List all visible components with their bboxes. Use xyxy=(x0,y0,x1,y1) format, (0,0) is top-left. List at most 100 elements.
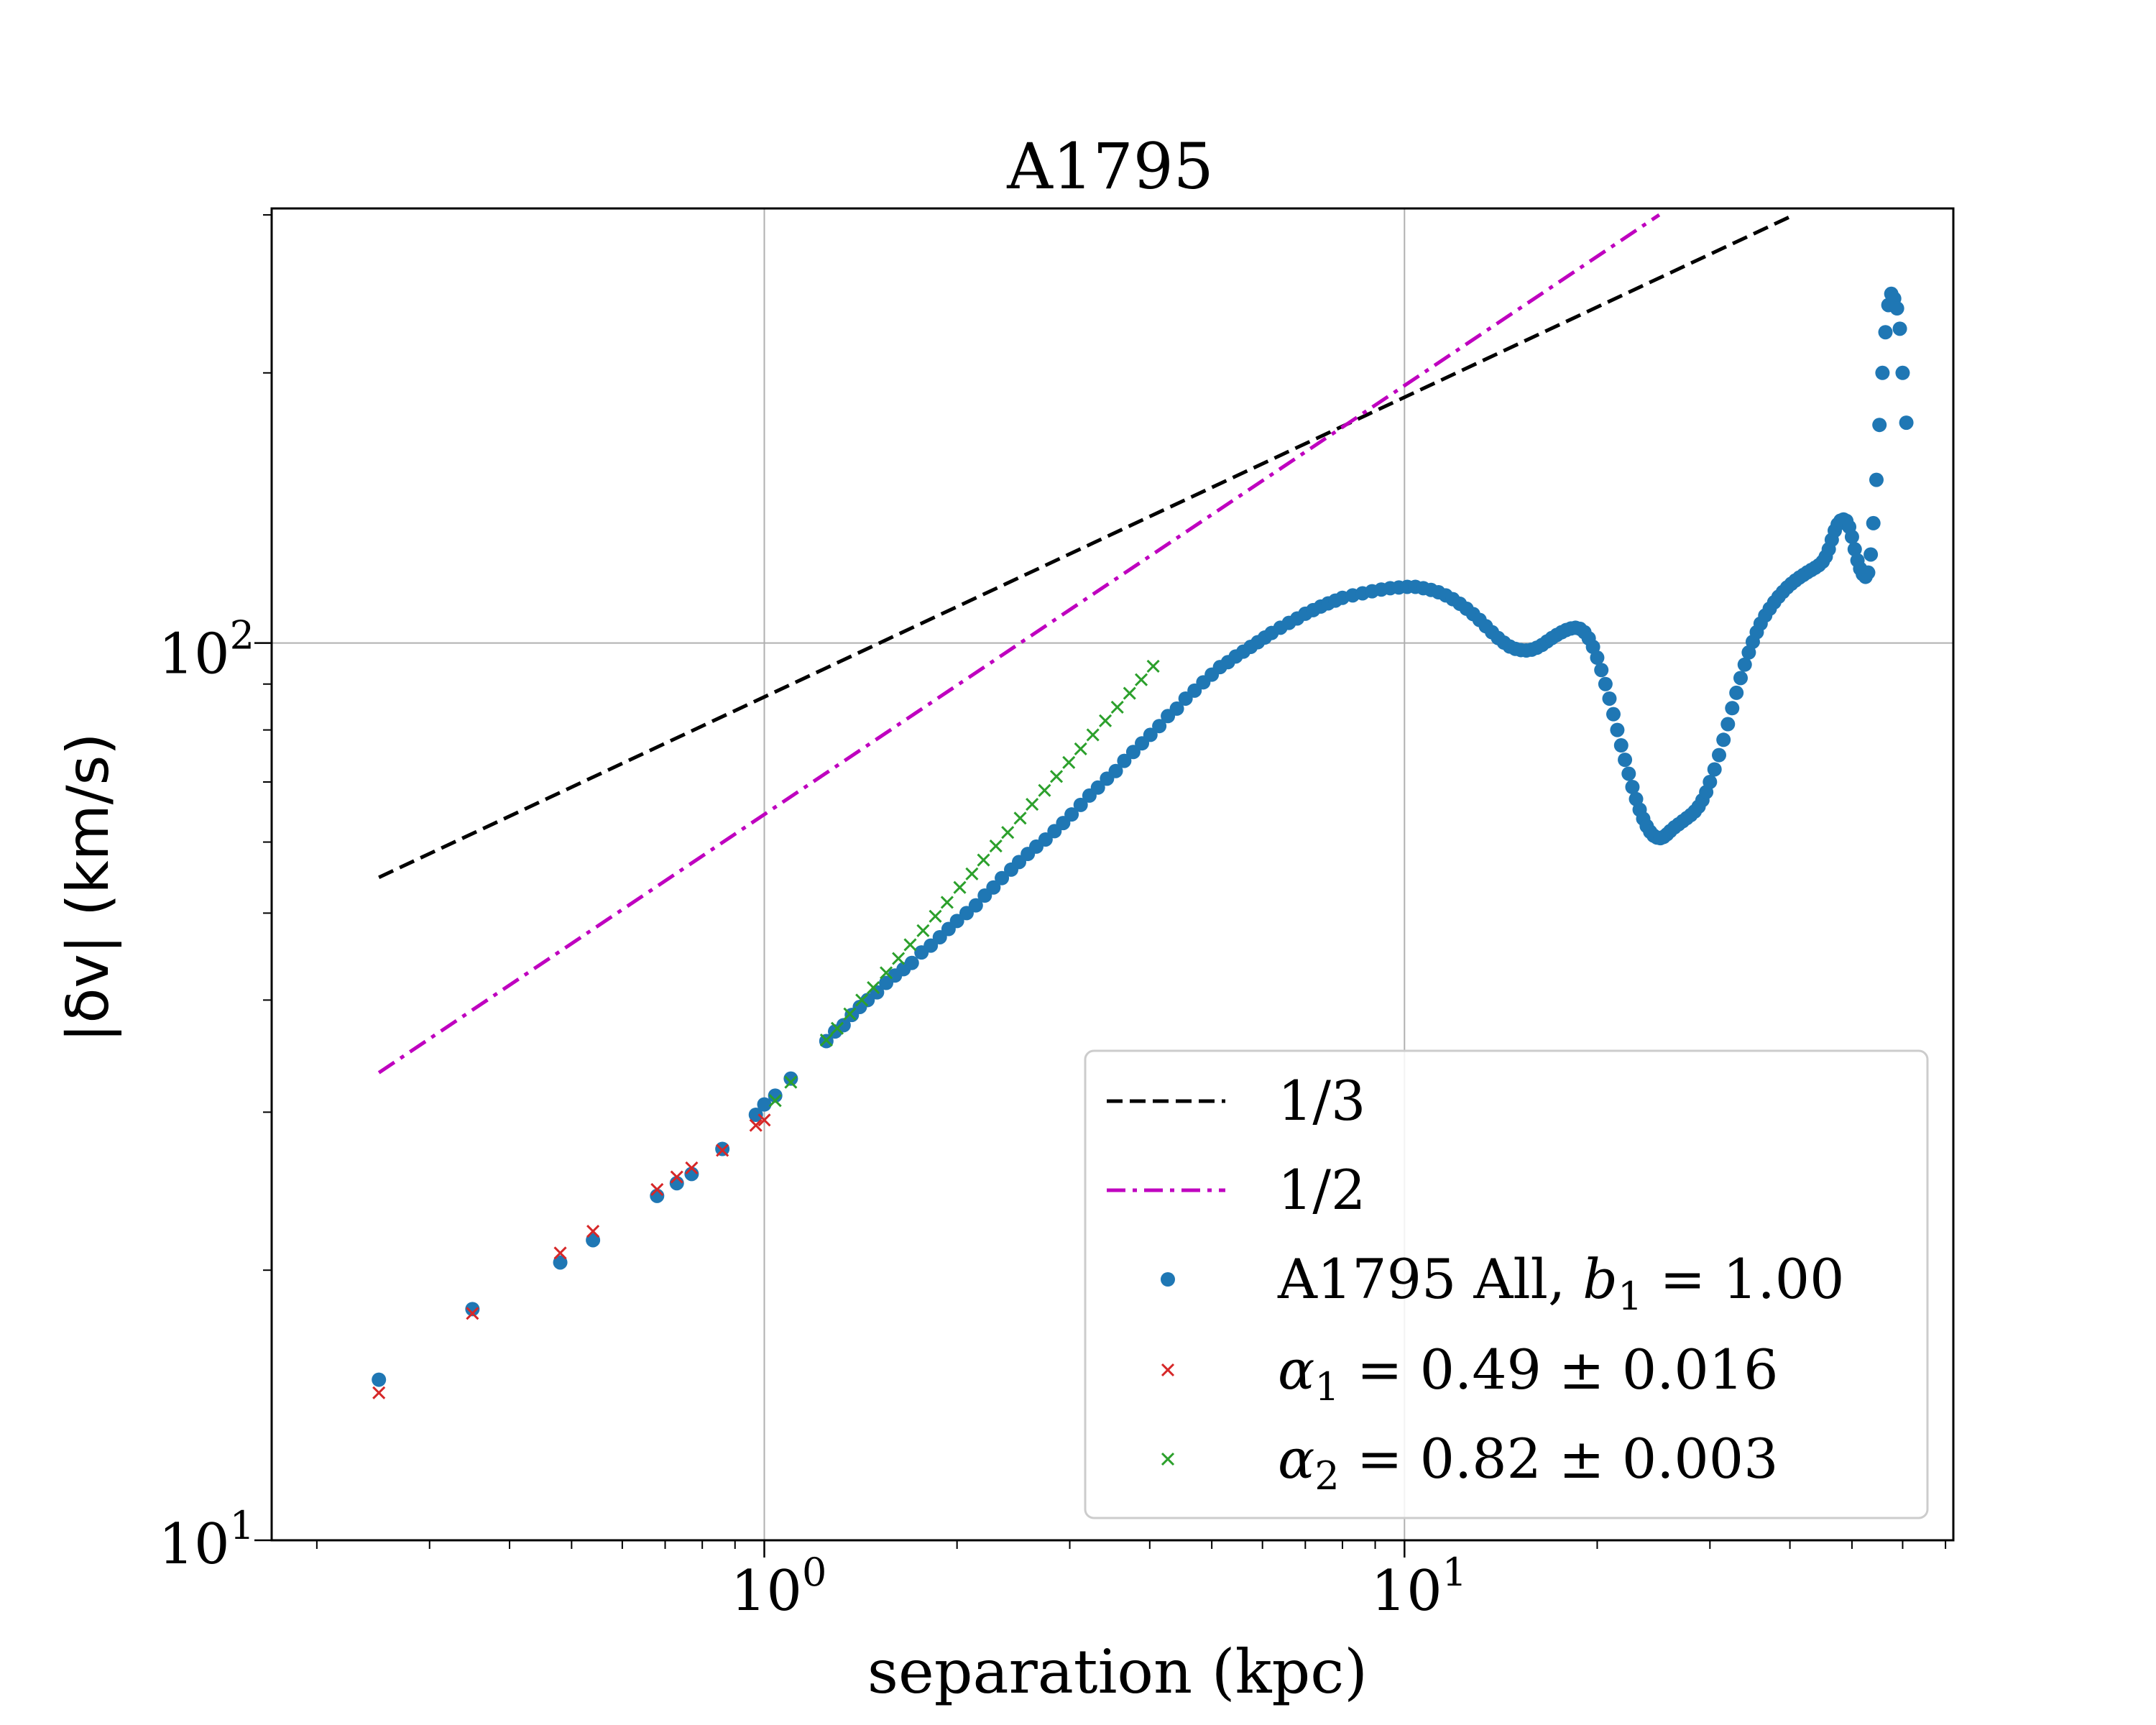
legend-marker-2 xyxy=(1161,1452,1175,1466)
data-point xyxy=(1123,686,1136,700)
chart-title: A1795 xyxy=(1006,129,1214,203)
y-tick-label-0: 101 xyxy=(158,1503,254,1577)
legend-label-ref-0: 1/3 xyxy=(1278,1069,1365,1133)
x-tick-label-1: 101 xyxy=(1370,1550,1467,1624)
data-point xyxy=(1869,472,1884,487)
data-point xyxy=(1074,742,1087,756)
data-point xyxy=(1861,565,1876,580)
data-point xyxy=(768,1094,782,1108)
data-point xyxy=(372,1386,386,1399)
data-point xyxy=(1892,321,1907,336)
legend-marker-0 xyxy=(1161,1272,1175,1287)
data-point xyxy=(949,914,964,929)
data-point xyxy=(1001,826,1015,840)
legend-label-series-2: α2 = 0.82 ± 0.003 xyxy=(1278,1427,1778,1499)
legend: 1/3 1/2 A1795 All, b1 = 1.00 α1 = 0.49 ± 0.… xyxy=(1084,1049,1929,1519)
data-point xyxy=(1720,717,1736,732)
data-point xyxy=(843,1007,857,1021)
x-axis-label: separation (kpc) xyxy=(867,1637,1368,1707)
data-point xyxy=(748,1107,763,1122)
data-point xyxy=(1090,780,1105,795)
data-point xyxy=(1099,714,1112,727)
legend-label-series-0: A1795 All, b1 = 1.00 xyxy=(1277,1247,1845,1319)
plot-frame xyxy=(270,207,1955,1542)
data-point xyxy=(1585,640,1600,655)
data-point xyxy=(372,1372,387,1387)
data-point xyxy=(986,880,1001,895)
data-markers xyxy=(372,286,1914,1399)
series-1 xyxy=(372,1113,771,1399)
data-point xyxy=(929,909,942,923)
data-point xyxy=(1134,673,1148,686)
data-point xyxy=(836,1018,851,1033)
reference-line-1 xyxy=(377,213,1661,1075)
data-point xyxy=(716,1144,729,1157)
data-point xyxy=(916,924,930,937)
data-point xyxy=(1108,763,1123,778)
data-point xyxy=(1899,415,1914,431)
y-axis-label: |δv| (km/s) xyxy=(55,733,122,1043)
data-point xyxy=(1117,753,1132,768)
data-point xyxy=(784,1075,798,1089)
data-point xyxy=(1064,807,1079,822)
data-point xyxy=(1143,727,1158,742)
data-point xyxy=(1086,728,1100,742)
data-point xyxy=(855,993,869,1007)
data-point xyxy=(989,839,1003,853)
data-point xyxy=(783,1071,798,1086)
series-0 xyxy=(372,286,1914,1387)
data-point xyxy=(1864,547,1879,562)
data-point xyxy=(1711,748,1726,763)
data-point xyxy=(1062,755,1076,769)
data-point xyxy=(586,1233,601,1248)
data-point xyxy=(977,853,990,867)
data-point xyxy=(1026,797,1039,811)
data-point xyxy=(819,1033,833,1047)
data-point xyxy=(757,1097,772,1112)
data-point xyxy=(953,880,967,894)
data-point xyxy=(757,1113,771,1127)
data-point xyxy=(1602,691,1617,706)
data-point xyxy=(1618,753,1633,768)
data-point xyxy=(1889,301,1904,316)
data-point xyxy=(830,1021,844,1035)
data-point xyxy=(1125,745,1141,760)
data-point xyxy=(553,1246,567,1260)
data-point xyxy=(670,1170,683,1184)
data-point xyxy=(1610,722,1625,737)
data-point xyxy=(768,1088,783,1103)
data-point xyxy=(1895,365,1910,380)
data-point xyxy=(1733,671,1749,686)
data-point xyxy=(904,955,919,970)
legend-marker-1 xyxy=(1161,1363,1175,1377)
y-tick-label-1: 102 xyxy=(158,613,254,687)
data-point xyxy=(1152,719,1167,734)
data-point xyxy=(465,1302,480,1317)
data-point xyxy=(968,898,983,913)
data-point xyxy=(586,1225,600,1238)
data-point xyxy=(1590,650,1605,666)
data-point xyxy=(1707,762,1722,777)
data-point xyxy=(1598,676,1613,691)
data-point xyxy=(1621,766,1636,781)
legend-label-series-1: α1 = 0.49 ± 0.016 xyxy=(1278,1338,1778,1409)
x-tick-label-0: 100 xyxy=(731,1550,827,1624)
data-point xyxy=(1716,732,1731,748)
data-point xyxy=(1703,774,1718,789)
data-point xyxy=(1866,515,1881,530)
ticks: 100 101 101 102 xyxy=(158,213,1947,1624)
data-point xyxy=(1878,325,1893,340)
data-point xyxy=(1737,657,1752,672)
data-point xyxy=(940,896,954,909)
data-point xyxy=(1729,685,1744,700)
reference-line-0 xyxy=(378,213,1795,879)
data-point xyxy=(1013,811,1027,825)
reference-lines xyxy=(377,213,1795,1075)
data-point xyxy=(1613,738,1628,753)
data-point xyxy=(1875,365,1890,380)
data-point xyxy=(1844,529,1859,544)
data-point xyxy=(879,966,893,980)
data-point xyxy=(1594,663,1609,678)
data-point xyxy=(1625,779,1640,794)
